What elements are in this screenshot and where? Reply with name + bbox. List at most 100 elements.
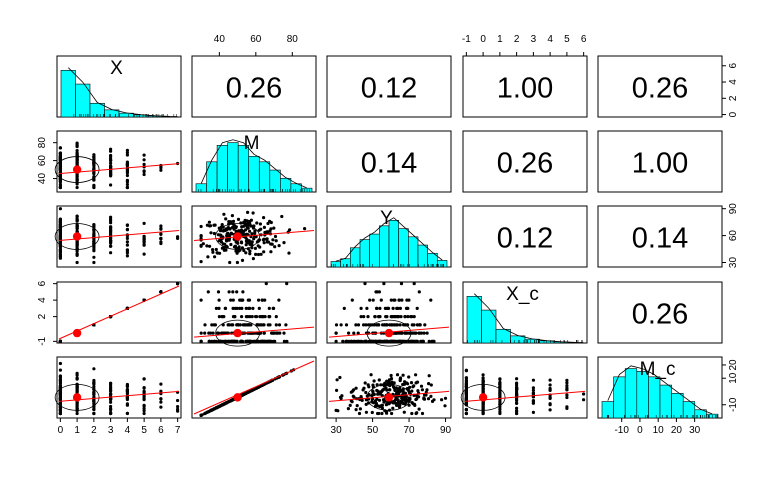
scatter-point: [209, 408, 213, 412]
scatter-point: [240, 246, 244, 250]
panel-X_c-M_c: 0.26: [597, 281, 723, 344]
scatter-point: [370, 410, 374, 415]
scatter-point: [201, 242, 205, 246]
scatter-point: [248, 229, 252, 233]
scatter-point: [362, 323, 366, 327]
scatter-point: [364, 410, 368, 414]
scatter-point: [254, 386, 259, 390]
scatter-point: [227, 290, 231, 294]
scatter-point: [142, 243, 146, 247]
scatter-point: [58, 154, 63, 158]
scatter-point: [250, 315, 254, 319]
scatter-point: [371, 298, 375, 302]
scatter-point: [92, 167, 96, 171]
scatter-point: [234, 225, 238, 229]
scatter-point: [210, 323, 214, 327]
scatter-point: [395, 397, 399, 401]
scatter-point: [244, 251, 248, 255]
mean-point: [233, 232, 242, 241]
scatter-point: [407, 375, 411, 379]
scatter-point: [481, 384, 485, 388]
scatter-point: [228, 227, 232, 231]
scatter-point: [214, 406, 218, 410]
scatter-point: [109, 251, 113, 255]
histogram-bar: [624, 368, 638, 419]
scatter-point: [236, 217, 241, 221]
scatter-point: [426, 397, 431, 401]
scatter-point: [427, 382, 431, 386]
scatter-point: [75, 185, 79, 190]
scatter-point: [356, 339, 360, 343]
scatter-point: [415, 394, 419, 398]
density-curve: [607, 365, 713, 415]
scatter-point: [373, 339, 377, 343]
y-axis-Xc-tick-label: -1: [37, 336, 48, 345]
histogram-bar: [398, 228, 409, 268]
scatter-point: [565, 381, 569, 385]
scatter-point: [273, 234, 278, 239]
mean-point: [72, 232, 82, 241]
panel-frame: [326, 55, 452, 118]
scatter-point: [109, 400, 113, 404]
histogram-bar: [60, 70, 76, 118]
panel-X_c-Y: [326, 281, 452, 347]
scatter-point: [262, 331, 266, 335]
scatter-point: [159, 168, 163, 172]
scatter-point: [206, 290, 210, 294]
panel-Y-X: [54, 205, 182, 268]
scatter-point: [248, 249, 252, 253]
scatter-point: [92, 378, 96, 383]
scatter-point: [334, 408, 338, 412]
scatter-point: [199, 331, 203, 335]
scatter-point: [58, 182, 63, 186]
scatter-point: [565, 386, 569, 390]
scatter-point: [92, 255, 96, 259]
scatter-point: [109, 244, 113, 248]
scatter-point: [367, 339, 371, 343]
scatter-point: [269, 242, 273, 246]
scatter-point: [125, 388, 129, 393]
scatter-point: [233, 244, 237, 248]
scatter-point: [354, 386, 358, 390]
scatter-point: [199, 244, 203, 248]
scatter-point: [217, 404, 221, 408]
scatter-point: [402, 394, 406, 399]
scatter-point: [125, 254, 129, 258]
scatter-point: [109, 227, 113, 231]
scatter-point: [334, 331, 338, 335]
panel-frame: [597, 130, 723, 193]
scatter-point: [75, 161, 79, 165]
scatter-point: [394, 331, 398, 335]
scatter-point: [414, 331, 418, 335]
y-axis-Xc-tick-label: 4: [37, 297, 48, 303]
scatter-point: [366, 315, 370, 319]
panel-X-X_c: 1.00: [462, 55, 588, 118]
scatter-point: [243, 323, 247, 327]
scatter-point: [253, 246, 257, 250]
correlation-ellipse: [215, 223, 260, 250]
panel-Y-M: [191, 205, 317, 268]
variable-label-M_c: M_c: [640, 359, 676, 380]
scatter-point: [199, 413, 203, 417]
scatter-point: [464, 411, 468, 416]
scatter-point: [373, 315, 377, 319]
scatter-point: [376, 389, 380, 393]
mean-point: [72, 393, 82, 402]
scatter-point: [385, 411, 389, 415]
scatter-point: [282, 331, 286, 335]
scatter-point: [75, 151, 79, 155]
scatter-point: [385, 339, 389, 343]
scatter-point: [228, 399, 232, 403]
scatter-point: [392, 315, 396, 319]
x-axis-X-tick-label: 7: [175, 425, 181, 436]
scatter-point: [58, 219, 63, 223]
scatter-point: [368, 298, 372, 302]
scatter-point: [75, 260, 79, 265]
scatter-point: [269, 250, 273, 254]
x-axis-M-tick-label: 40: [214, 34, 226, 45]
scatter-point: [255, 221, 259, 225]
scatter-point: [268, 323, 272, 327]
y-axis-Xc-tick-label: 6: [37, 280, 48, 286]
mean-point: [72, 165, 82, 174]
scatter-point: [75, 219, 79, 223]
